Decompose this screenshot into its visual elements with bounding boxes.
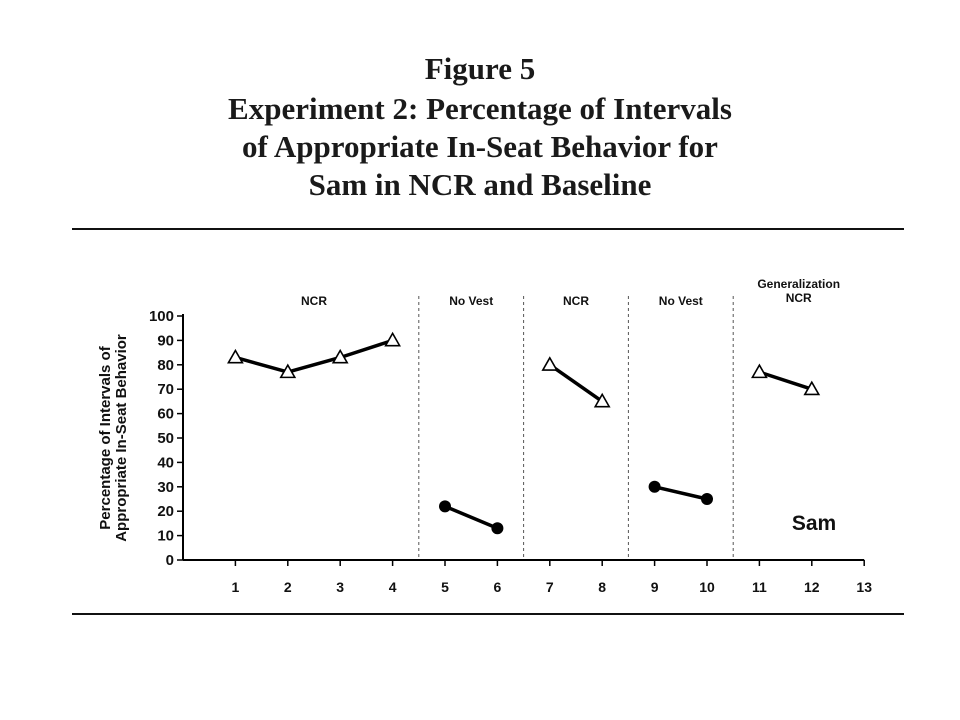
y-axis-label: Appropriate In-Seat Behavior bbox=[113, 334, 130, 542]
y-tick-label: 10 bbox=[157, 528, 174, 545]
phase-label: Generalization bbox=[757, 277, 840, 291]
x-tick-label: 2 bbox=[284, 579, 292, 595]
y-tick-label: 20 bbox=[157, 503, 174, 520]
x-tick-label: 6 bbox=[494, 579, 502, 595]
figure-title-line-3: Sam in NCR and Baseline bbox=[308, 167, 652, 202]
phase-label: No Vest bbox=[449, 294, 493, 308]
top-rule bbox=[72, 228, 904, 230]
y-tick-label: 40 bbox=[157, 454, 174, 471]
data-point-triangle bbox=[803, 380, 821, 396]
y-tick-label: 100 bbox=[149, 308, 174, 325]
y-axis-label: Percentage of Intervals of bbox=[97, 345, 114, 529]
data-point-triangle bbox=[279, 363, 297, 379]
y-tick-label: 70 bbox=[157, 381, 174, 398]
y-tick-label: 50 bbox=[157, 430, 174, 447]
x-tick-label: 5 bbox=[441, 579, 449, 595]
participant-label: Sam bbox=[792, 512, 836, 535]
series-line bbox=[548, 363, 604, 403]
phase-label: NCR bbox=[563, 294, 589, 308]
data-point-triangle bbox=[751, 363, 768, 379]
x-tick-label: 13 bbox=[856, 579, 872, 595]
x-tick-label: 1 bbox=[232, 579, 240, 595]
data-point-triangle bbox=[541, 356, 559, 371]
x-tick-label: 9 bbox=[651, 579, 659, 595]
data-point-triangle bbox=[331, 348, 349, 364]
x-tick-label: 12 bbox=[804, 579, 820, 595]
y-tick-label: 30 bbox=[157, 479, 174, 496]
x-tick-label: 8 bbox=[598, 579, 606, 595]
y-tick-label: 80 bbox=[157, 357, 174, 374]
data-point-circle bbox=[701, 493, 713, 505]
data-point-triangle bbox=[593, 392, 611, 408]
phase-label: No Vest bbox=[659, 294, 703, 308]
data-point-circle bbox=[648, 480, 661, 493]
y-tick-label: 90 bbox=[157, 332, 174, 349]
data-point-circle bbox=[491, 522, 504, 535]
data-point-triangle bbox=[227, 348, 244, 364]
y-tick-label: 0 bbox=[166, 552, 174, 569]
bottom-rule bbox=[72, 613, 904, 615]
series-line bbox=[234, 338, 394, 374]
x-tick-label: 4 bbox=[389, 579, 397, 595]
phase-label: NCR bbox=[301, 294, 327, 308]
x-tick-label: 10 bbox=[699, 579, 715, 595]
x-tick-label: 11 bbox=[752, 579, 767, 595]
data-point-circle bbox=[439, 500, 451, 513]
series-line bbox=[758, 370, 813, 391]
phase-label: NCR bbox=[786, 291, 812, 305]
series-line bbox=[444, 504, 499, 530]
y-tick-label: 60 bbox=[157, 406, 174, 423]
figure-title-line-1: Experiment 2: Percentage of Intervals bbox=[228, 91, 732, 126]
figure-number: Figure 5 bbox=[424, 51, 536, 86]
data-point-triangle bbox=[384, 331, 401, 347]
x-tick-label: 3 bbox=[336, 579, 344, 595]
figure-title-line-2: of Appropriate In-Seat Behavior for bbox=[242, 129, 718, 164]
x-tick-label: 7 bbox=[546, 579, 554, 595]
series-line bbox=[654, 485, 708, 501]
